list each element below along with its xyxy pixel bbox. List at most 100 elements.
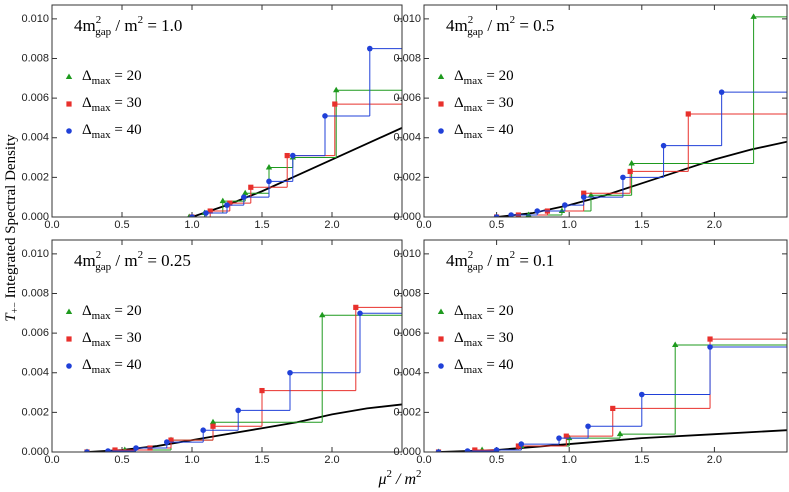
marker — [639, 391, 645, 398]
marker — [112, 447, 118, 452]
title-part: 2 — [510, 249, 516, 261]
marker — [207, 208, 213, 214]
marker — [587, 191, 595, 198]
marker — [585, 423, 591, 430]
legend-part: max — [92, 102, 111, 114]
legend-entry: Δmax = 40 — [82, 357, 142, 375]
legend-part: = 20 — [111, 303, 142, 319]
marker — [84, 449, 90, 452]
legend-marker — [65, 308, 73, 314]
marker — [534, 208, 541, 214]
legend-part: = 30 — [483, 330, 514, 346]
legend-entry: Δmax = 20 — [82, 303, 142, 321]
legend-part: max — [92, 364, 111, 376]
legend-part: Δ — [454, 330, 464, 346]
y-tick-label: 0.010 — [21, 13, 49, 25]
marker — [203, 210, 209, 216]
marker — [322, 113, 328, 119]
marker — [105, 448, 111, 452]
x-tick-label: 1.0 — [562, 219, 577, 231]
y-tick-label: 0.000 — [393, 446, 421, 458]
legend-part: = 40 — [111, 357, 142, 373]
title-part: 4m — [74, 251, 96, 270]
legend-part: Δ — [82, 357, 92, 373]
y-tick-label: 0.002 — [393, 406, 421, 418]
y-label-part: Integrated Spectral Density — [3, 134, 19, 302]
legend-marker — [438, 363, 444, 369]
frame — [423, 4, 788, 218]
y-tick-label: 0.002 — [21, 171, 49, 183]
legend-part: Δ — [82, 303, 92, 319]
marker — [660, 142, 667, 149]
y-tick-label: 0.006 — [393, 92, 421, 104]
legend-part: Δ — [454, 95, 464, 111]
legend-part: = 40 — [483, 122, 514, 138]
y-axis-label: T+− Integrated Spectral Density — [3, 134, 21, 322]
y-tick-label: 0.010 — [393, 13, 421, 25]
legend-marker — [66, 336, 72, 342]
marker — [671, 341, 679, 348]
y-tick-label: 0.008 — [21, 287, 49, 299]
y-tick-label: 0.004 — [393, 132, 421, 144]
y-tick-label: 0.006 — [21, 92, 49, 104]
title-part: gap — [95, 261, 111, 273]
y-tick-label: 0.002 — [21, 406, 49, 418]
marker — [224, 202, 230, 208]
marker — [515, 443, 521, 449]
title-part: / m — [111, 16, 137, 35]
legend-part: = 40 — [483, 357, 514, 373]
panel-title: 4m2 gap / m2 = 0.1 — [446, 249, 554, 273]
plot-area — [435, 336, 787, 452]
y-tick-label: 0.010 — [21, 248, 49, 260]
marker — [472, 447, 478, 452]
title-part: 2 — [96, 14, 102, 26]
legend-entry: Δmax = 30 — [454, 330, 514, 348]
y-tick-label: 0.010 — [393, 248, 421, 260]
marker — [168, 437, 174, 443]
legend-part: = 30 — [111, 330, 142, 346]
marker — [333, 86, 340, 93]
y-tick-label: 0.000 — [21, 211, 49, 223]
marker — [580, 194, 587, 200]
legend-marker — [65, 73, 73, 79]
marker — [518, 441, 525, 447]
title-part: 2 — [510, 14, 516, 26]
x-label-part: 2 — [416, 468, 422, 480]
x-tick-label: 1.0 — [184, 454, 199, 466]
panel-title: 4m2 gap / m2 = 1.0 — [74, 14, 182, 38]
y-tick-label: 0.004 — [393, 367, 421, 379]
x-tick-label: 1.5 — [634, 454, 649, 466]
plot-area — [84, 304, 402, 452]
marker — [357, 310, 363, 317]
y-tick-label: 0.000 — [21, 446, 49, 458]
legend-part: max — [464, 75, 483, 87]
legend-part: max — [464, 129, 483, 141]
title-part: 2 — [468, 249, 474, 261]
marker — [227, 200, 233, 206]
marker — [628, 160, 635, 166]
marker — [750, 13, 757, 19]
marker — [493, 447, 500, 452]
frame — [423, 239, 788, 453]
marker — [284, 152, 290, 159]
legend-entry: Δmax = 20 — [82, 68, 142, 86]
marker — [556, 435, 562, 441]
marker — [685, 111, 691, 117]
marker — [210, 423, 216, 429]
curve — [496, 140, 787, 217]
y-tick-label: 0.006 — [21, 327, 49, 339]
marker — [627, 168, 633, 175]
x-label-part: μ — [377, 471, 386, 488]
marker — [266, 178, 272, 185]
legend-part: max — [464, 102, 483, 114]
marker — [563, 433, 569, 439]
x-tick-label: 1.5 — [634, 219, 649, 231]
x-tick-label: 2.0 — [324, 454, 339, 466]
title-part: 2 — [468, 14, 474, 26]
legend-entry: Δmax = 40 — [454, 357, 514, 375]
marker — [189, 214, 195, 217]
title-part: = 0.25 — [143, 251, 191, 270]
marker — [558, 207, 566, 214]
frame — [51, 239, 403, 453]
